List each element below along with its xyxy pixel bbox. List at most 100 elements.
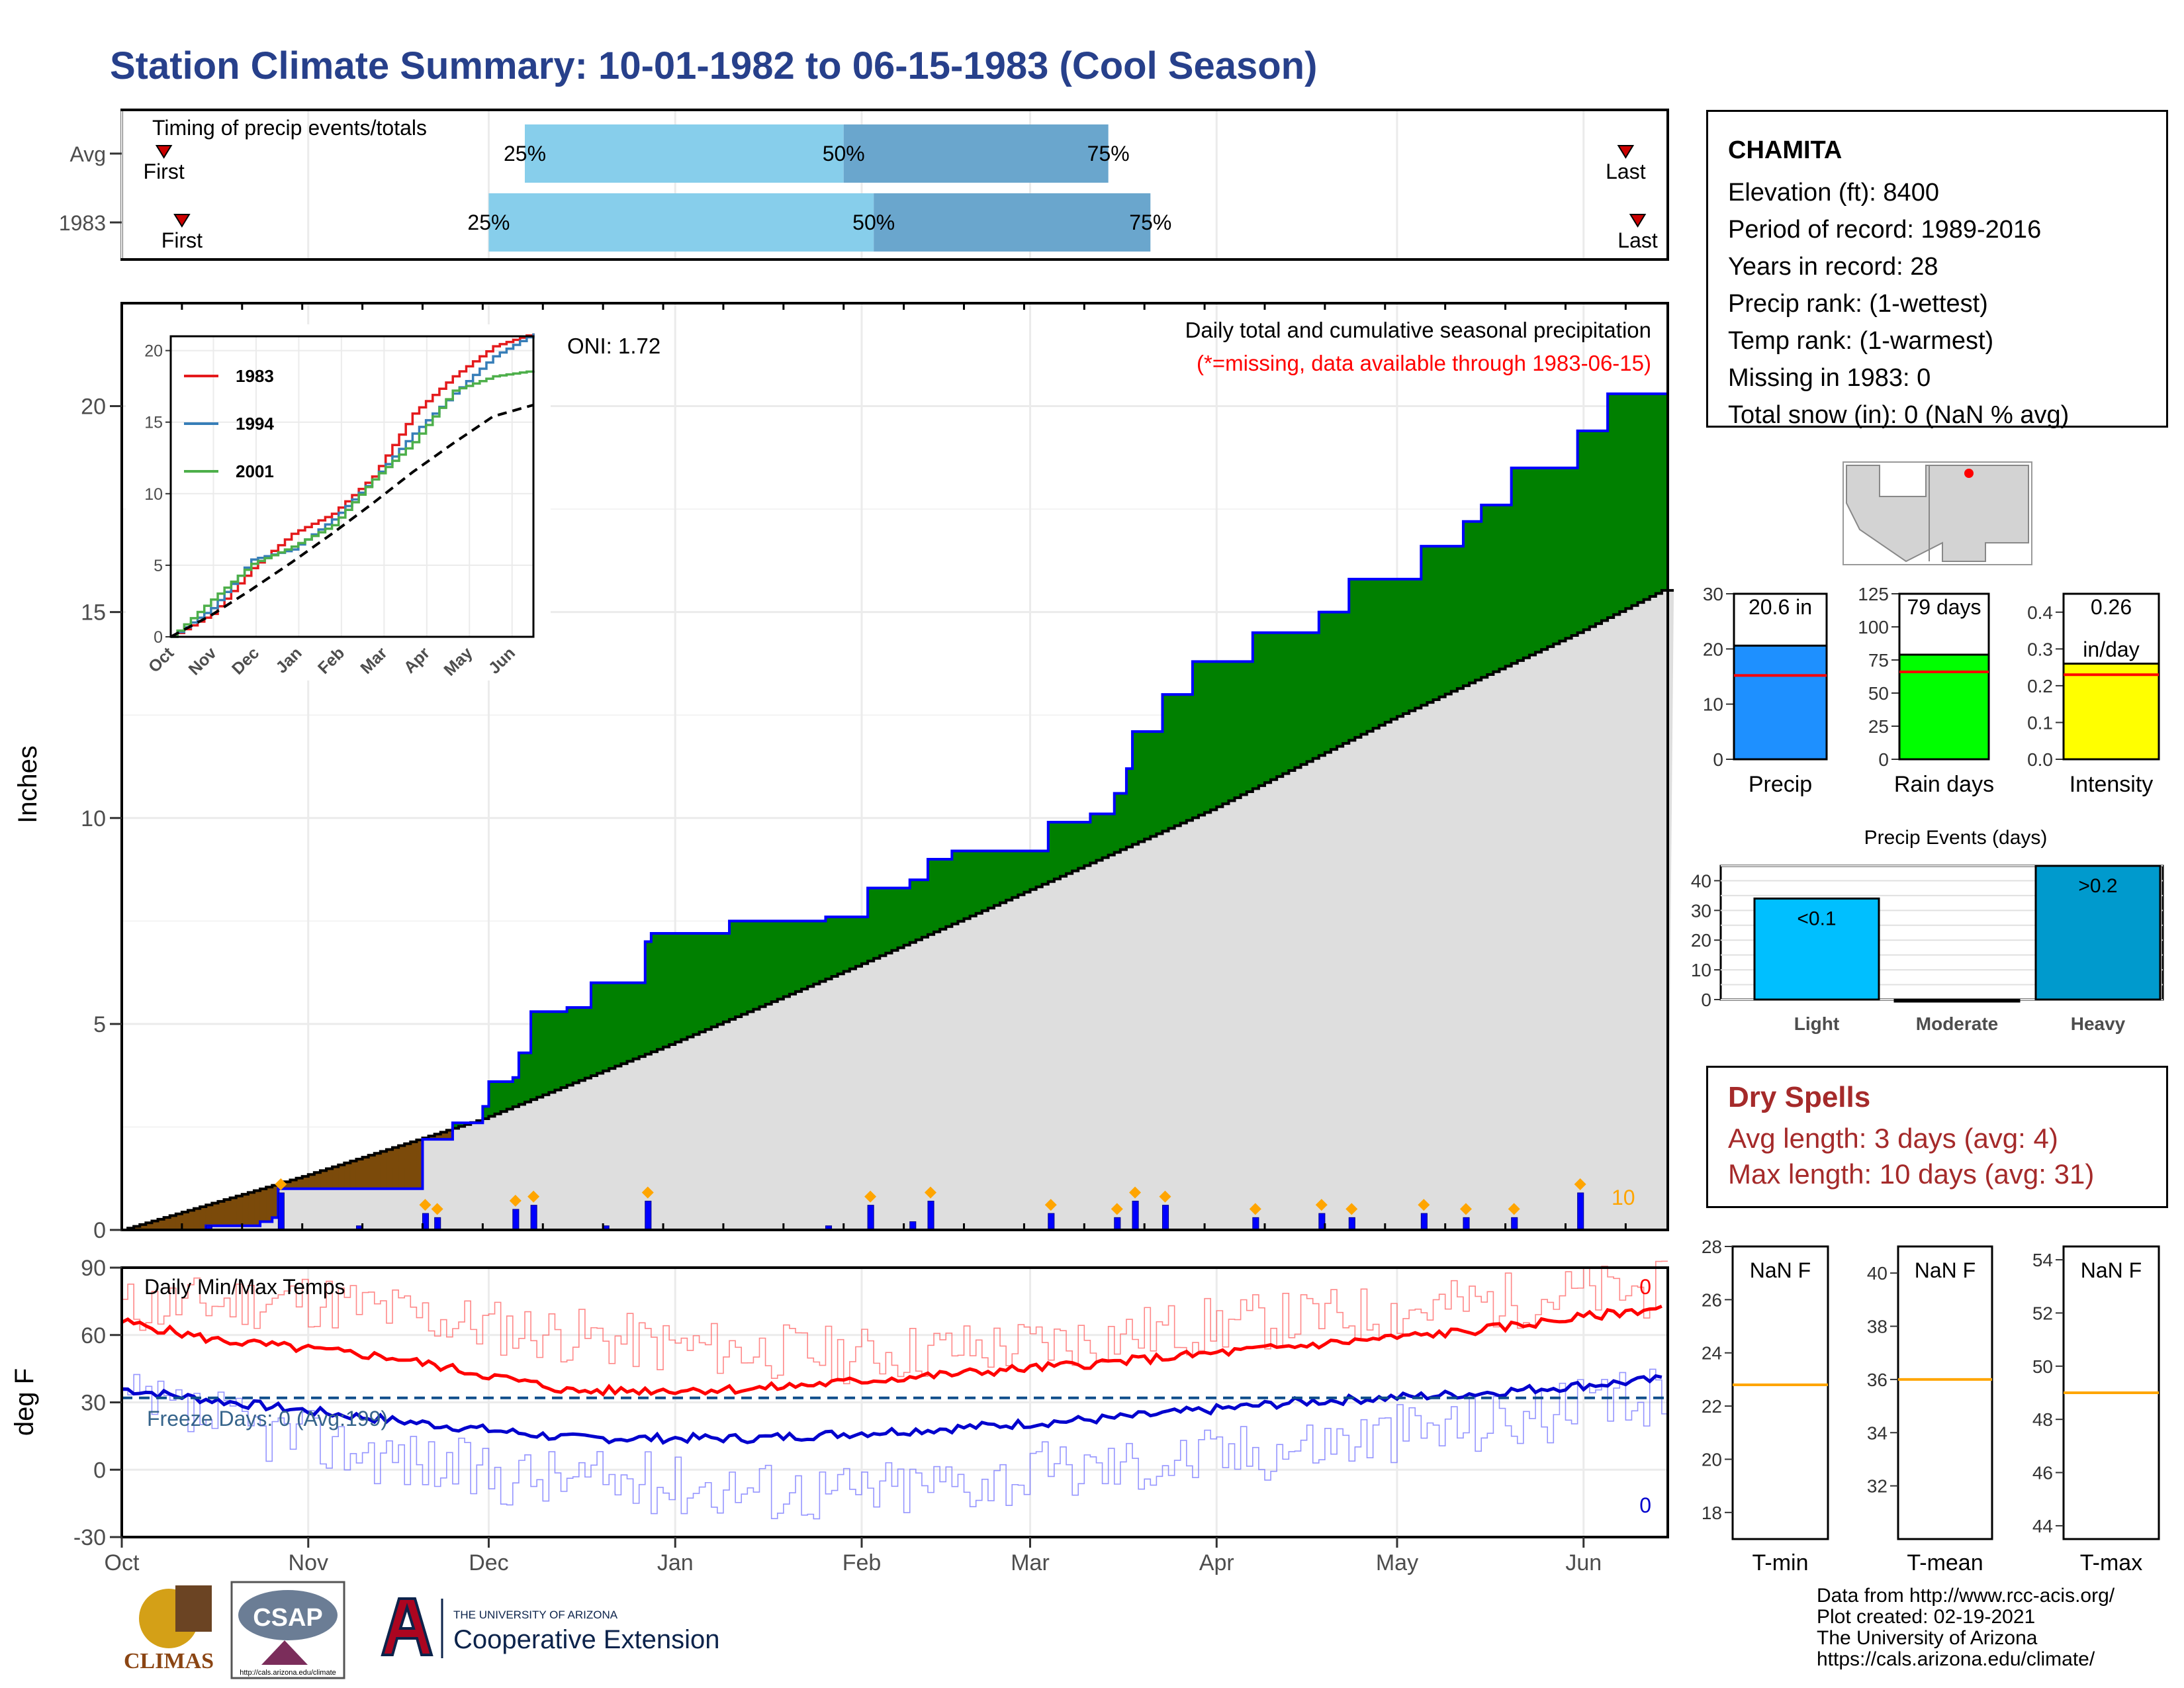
station-period: Period of record: 1989-2016 <box>1728 216 2042 244</box>
summary-value-unit: in/day <box>2083 637 2139 661</box>
daily-precip-bar <box>1348 1217 1355 1231</box>
daily-precip-bar <box>434 1217 441 1231</box>
precip-events-chart: Precip Events (days) 0 10 20 30 40 <0.1 Light M… <box>1691 827 2164 1034</box>
snow-day-marker <box>1574 1178 1586 1190</box>
timing-bar-25-50 <box>524 124 844 183</box>
snow-day-marker <box>1249 1203 1261 1215</box>
timing-last-label: Last <box>1617 228 1658 252</box>
snow-day-marker <box>1129 1186 1142 1199</box>
daily-precip-bar <box>277 1192 285 1231</box>
temp-summary-ytick-label: 18 <box>1702 1503 1722 1523</box>
temps-xtick-label: Nov <box>289 1550 328 1575</box>
csap-cloud-shape <box>238 1590 338 1640</box>
csap-logo-text: CSAP <box>253 1604 323 1632</box>
daily-precip-bar <box>1577 1192 1584 1231</box>
timing-row-label: Avg <box>69 142 106 166</box>
ua-extension: Cooperative Extension <box>453 1625 719 1654</box>
inset-legend-label: 2001 <box>236 461 274 481</box>
daily-precip-bar <box>1420 1213 1428 1231</box>
temp-summary-ytick-label: 20 <box>1702 1449 1722 1470</box>
cumulative-title: Daily total and cumulative seasonal prec… <box>1185 318 1651 342</box>
events-ytick-label: 40 <box>1691 870 1711 891</box>
summary-value-label: 20.6 in <box>1749 595 1812 619</box>
events-ytick-label: 30 <box>1691 900 1711 921</box>
temps-title: Daily Min/Max Temps <box>144 1275 345 1299</box>
temp-summary-ytick-label: 32 <box>1867 1476 1888 1497</box>
temps-xtick-label: Oct <box>105 1550 140 1575</box>
daily-precip-bar <box>867 1205 874 1231</box>
temp-summary-category-label: T-min <box>1752 1550 1809 1575</box>
map-states <box>1846 465 2029 563</box>
timing-first-label: First <box>144 160 185 183</box>
snow-day-marker <box>864 1190 877 1203</box>
temp-summary-ytick-label: 50 <box>2032 1356 2053 1377</box>
timing-bar-50-75 <box>843 124 1109 183</box>
temp-summary-ytick-label: 22 <box>1702 1396 1722 1417</box>
temp-summary-ytick-label: 24 <box>1702 1343 1722 1364</box>
temps-ytick-label: 90 <box>81 1256 106 1281</box>
temp-summary-ytick-label: 36 <box>1867 1370 1888 1390</box>
station-location-dot <box>1964 469 1974 478</box>
events-bar <box>1753 897 1880 1001</box>
dry-spells-title: Dry Spells <box>1728 1081 1871 1113</box>
csap-logo: CSAP http://cals.arizona.edu/climate <box>230 1581 345 1679</box>
csap-mountain-shape <box>261 1640 308 1665</box>
temp-summary-ytick-label: 26 <box>1702 1289 1722 1310</box>
daily-precip-bar <box>530 1205 537 1231</box>
temps-yticks: -30 0 30 60 90 <box>73 1256 122 1550</box>
snow-day-marker <box>1111 1203 1123 1215</box>
temp-summary-category-label: T-max <box>2080 1550 2142 1575</box>
observed-max-temp-line <box>122 1260 1668 1385</box>
locator-map <box>1843 461 2032 565</box>
temps-xtick-label: Feb <box>842 1550 882 1575</box>
climas-mesa-shape <box>175 1585 212 1632</box>
timing-first-label: First <box>161 228 203 252</box>
summary-ytick-label: 0 <box>1878 749 1889 770</box>
credit-url: https://cals.arizona.edu/climate/ <box>1817 1648 2095 1670</box>
summary-ytick-label: 0.4 <box>2027 602 2053 623</box>
temps-xtick-label: Mar <box>1011 1550 1050 1575</box>
daily-precip-bar <box>645 1200 652 1231</box>
cumulative-yticks: 0 5 10 15 20 <box>81 303 1627 1243</box>
snow-day-marker <box>1044 1199 1057 1211</box>
events-bar-label: <0.1 <box>1797 908 1836 929</box>
summary-ytick-label: 0.1 <box>2027 712 2053 733</box>
logos: CLIMAS CSAP http://cals.arizona.edu/clim… <box>124 1581 719 1679</box>
events-ytick-label: 0 <box>1701 990 1711 1010</box>
snow-day-marker <box>527 1190 540 1203</box>
temps-xtick-label: Jun <box>1565 1550 1602 1575</box>
snow-day-marker <box>275 1178 287 1190</box>
station-elevation: Elevation (ft): 8400 <box>1728 179 1939 207</box>
timing-pct-label: 50% <box>823 142 865 165</box>
cumulative-frame <box>120 302 1669 1231</box>
temps-panel: Daily Min/Max Temps Freeze Days: 0 (Avg:… <box>10 1256 1669 1575</box>
summary-ytick-label: 10 <box>1703 694 1723 715</box>
inset-legend-label: 1994 <box>236 414 274 434</box>
freeze-days-label: Freeze Days: 0 (Avg:199) <box>147 1407 388 1430</box>
station-name: CHAMITA <box>1728 136 1843 164</box>
cumulative-ytick-label: 5 <box>93 1012 106 1037</box>
temp-summary-ytick-label: 44 <box>2032 1516 2053 1536</box>
station-years: Years in record: 28 <box>1728 253 1938 281</box>
timing-bar-25-50 <box>488 193 874 252</box>
temps-ytick-label: 0 <box>93 1458 106 1483</box>
snow-day-marker <box>419 1199 432 1211</box>
snow-day-marker <box>1418 1199 1430 1211</box>
summary-ytick-label: 0.2 <box>2027 676 2053 696</box>
timing-panel: Timing of precip events/totals Avg 25% 50%… <box>59 109 1669 261</box>
daily-precip-bar <box>1252 1217 1259 1231</box>
snow-day-marker <box>1315 1199 1328 1211</box>
credit-data-source: Data from http://www.rcc-acis.org/ <box>1817 1585 2115 1607</box>
snow-day-marker <box>641 1186 654 1199</box>
temp-summary-value-label: NaN F <box>1915 1258 1976 1282</box>
climas-logo: CLIMAS <box>124 1585 214 1673</box>
events-ytick-label: 10 <box>1691 960 1711 980</box>
daily-precip-bar <box>1463 1217 1470 1231</box>
cold-days-count: 0 <box>1639 1493 1651 1517</box>
daily-precip-bar <box>1048 1213 1055 1231</box>
events-bar <box>1893 998 2021 1003</box>
summary-category-label: Intensity <box>2070 772 2154 797</box>
temp-summary-frame <box>1897 1245 1993 1540</box>
temp-summary-value-label: NaN F <box>1750 1258 1811 1282</box>
